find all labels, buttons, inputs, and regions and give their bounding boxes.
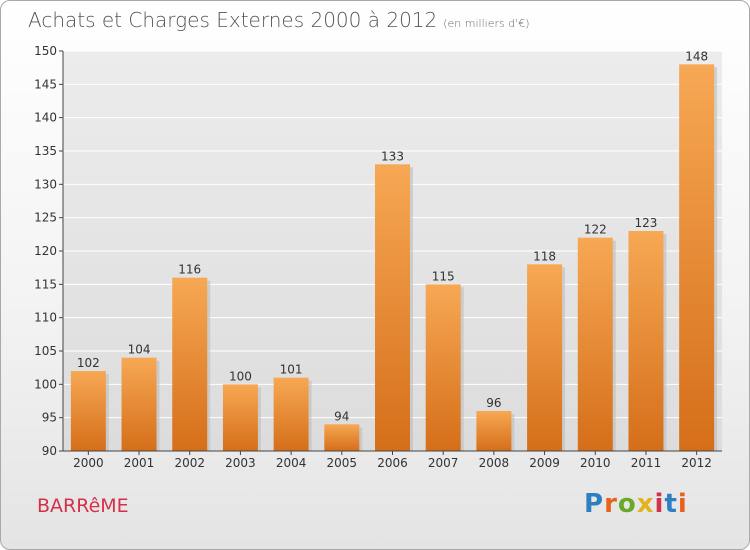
bar-value-label: 104	[128, 343, 151, 357]
y-tick-label: 150	[34, 44, 57, 58]
x-tick-label: 2006	[377, 456, 408, 470]
y-tick-label: 115	[34, 277, 57, 291]
bar	[375, 164, 410, 452]
y-tick-label: 130	[34, 177, 57, 191]
y-tick-label: 120	[34, 244, 57, 258]
bar-value-label: 100	[229, 369, 252, 383]
bars: 102 104 116 100 101 94 133 115 96 118 122 123 148	[70, 49, 718, 452]
x-tick-label: 2005	[327, 456, 358, 470]
x-tick-label: 2000	[73, 456, 104, 470]
bar	[70, 371, 106, 451]
y-tick-label: 90	[42, 444, 57, 458]
logo-letter: o	[617, 489, 637, 519]
x-tick-label: 2008	[479, 456, 510, 470]
y-tick-label: 95	[42, 411, 57, 425]
logo-letter: P	[584, 489, 605, 519]
logo-letter: t	[664, 489, 678, 519]
y-tick-label: 140	[34, 111, 57, 125]
commune-name: BARRêME	[37, 495, 129, 517]
bar-value-label: 122	[584, 223, 607, 237]
x-tick-label: 2011	[631, 456, 662, 470]
bar-value-label: 102	[77, 356, 100, 370]
x-tick-label: 2001	[124, 456, 155, 470]
proxiti-logo: Proxiti	[584, 489, 688, 519]
y-tick-label: 145	[34, 77, 57, 91]
y-tick-label: 105	[34, 344, 57, 358]
bar	[628, 231, 664, 451]
logo-letter: i	[677, 489, 688, 519]
bar	[172, 277, 208, 451]
bar-value-label: 123	[635, 216, 658, 230]
x-tick-label: 2009	[529, 456, 560, 470]
logo-letter: i	[654, 489, 665, 519]
x-tick-label: 2010	[580, 456, 611, 470]
bar	[679, 64, 715, 452]
bar	[527, 264, 563, 451]
bar	[476, 411, 512, 451]
x-tick-label: 2002	[174, 456, 205, 470]
y-tick-label: 125	[34, 211, 57, 225]
bar	[222, 384, 258, 451]
bar	[121, 357, 157, 451]
bar-value-label: 115	[432, 269, 455, 283]
chart-title-text: Achats et Charges Externes 2000 à 2012	[28, 8, 438, 32]
logo-letter: r	[604, 489, 618, 519]
y-tick-label: 110	[34, 311, 57, 325]
x-tick-label: 2007	[428, 456, 459, 470]
x-tick-label: 2003	[225, 456, 256, 470]
bar-value-label: 133	[381, 149, 404, 163]
bar	[324, 424, 360, 451]
bar-value-label: 96	[486, 396, 501, 410]
bar-value-label: 101	[280, 363, 303, 377]
x-tick-label: 2012	[681, 456, 712, 470]
y-tick-label: 100	[34, 377, 57, 391]
bar	[577, 237, 613, 451]
bar-value-label: 94	[334, 409, 349, 423]
bar	[273, 377, 309, 451]
chart-subtitle: (en milliers d'€)	[443, 17, 530, 30]
axes: 90 95 100 105 110 115 120 125 130 135 140 145 150 200…	[34, 44, 722, 470]
bar-value-label: 118	[533, 249, 556, 263]
bar	[425, 284, 461, 451]
x-tick-label: 2004	[276, 456, 307, 470]
bar-value-label: 148	[685, 49, 708, 63]
y-tick-label: 135	[34, 144, 57, 158]
bar-value-label: 116	[178, 263, 201, 277]
chart-title: Achats et Charges Externes 2000 à 2012 (e…	[28, 8, 530, 32]
logo-letter: x	[636, 489, 655, 519]
